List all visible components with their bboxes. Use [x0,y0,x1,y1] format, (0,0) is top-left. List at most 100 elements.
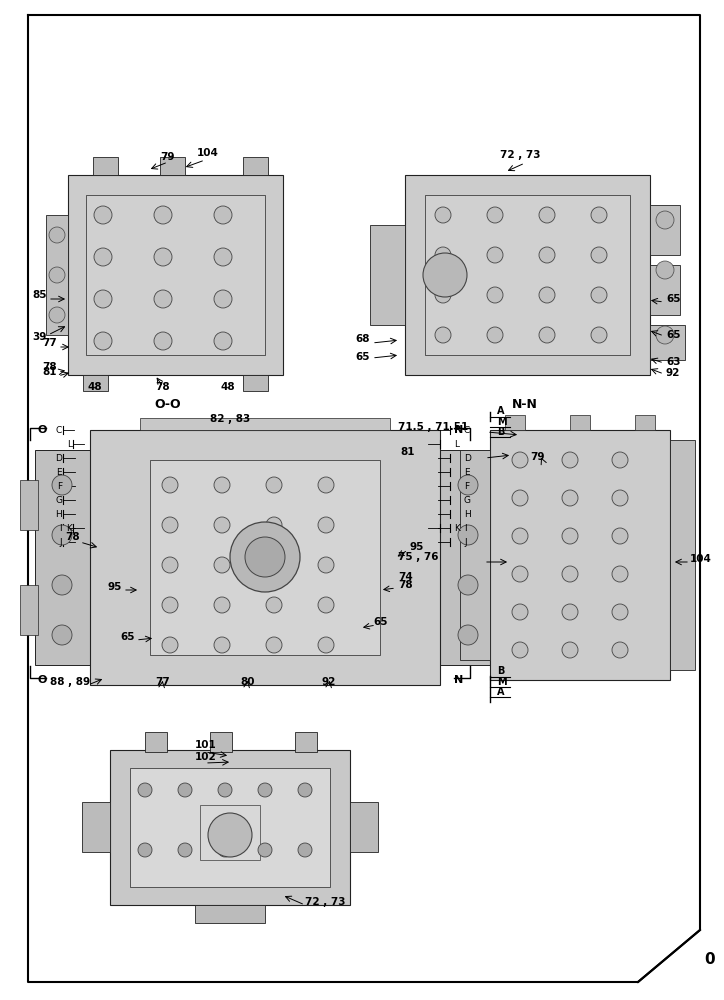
Text: N: N [454,675,463,685]
Circle shape [214,290,232,308]
Text: H: H [55,510,62,519]
Text: 79: 79 [530,452,544,462]
Text: 65: 65 [374,617,388,627]
Text: J: J [59,538,62,547]
Circle shape [435,287,451,303]
Text: 95: 95 [107,582,122,592]
Circle shape [612,452,628,468]
Circle shape [208,813,252,857]
FancyBboxPatch shape [145,732,167,752]
Circle shape [591,287,607,303]
Circle shape [298,843,312,857]
Circle shape [487,327,503,343]
FancyBboxPatch shape [495,585,513,635]
Circle shape [162,477,178,493]
Circle shape [214,206,232,224]
FancyBboxPatch shape [405,175,650,375]
Text: 81: 81 [42,367,56,377]
Text: J: J [464,538,467,547]
Circle shape [94,290,112,308]
Text: 75 , 76: 75 , 76 [398,552,439,562]
Circle shape [298,783,312,797]
Text: B: B [497,666,505,676]
Circle shape [487,247,503,263]
FancyBboxPatch shape [350,802,378,852]
FancyBboxPatch shape [650,265,680,315]
Text: 78: 78 [398,580,413,590]
Circle shape [162,517,178,533]
Text: 102: 102 [195,752,216,762]
Circle shape [318,637,334,653]
Text: D: D [464,454,471,463]
FancyBboxPatch shape [460,450,490,660]
FancyBboxPatch shape [370,225,405,325]
Text: G: G [55,496,62,505]
Circle shape [435,327,451,343]
Circle shape [512,528,528,544]
Circle shape [562,452,578,468]
Circle shape [512,642,528,658]
FancyBboxPatch shape [140,418,390,430]
Circle shape [245,537,285,577]
Circle shape [458,575,478,595]
Text: O: O [38,425,47,435]
Circle shape [539,207,555,223]
Text: 78: 78 [65,532,80,542]
Circle shape [423,253,467,297]
Circle shape [162,637,178,653]
Circle shape [458,525,478,545]
Circle shape [612,566,628,582]
Circle shape [612,604,628,620]
FancyBboxPatch shape [210,732,232,752]
FancyBboxPatch shape [243,157,268,175]
Text: C: C [464,426,471,435]
Text: 92: 92 [322,677,337,687]
Circle shape [539,247,555,263]
Circle shape [178,783,192,797]
FancyBboxPatch shape [635,415,655,430]
Circle shape [218,843,232,857]
Circle shape [656,261,674,279]
Text: F: F [57,482,62,491]
Text: M: M [497,417,507,427]
Text: 39: 39 [32,332,46,342]
Circle shape [562,604,578,620]
Circle shape [52,575,72,595]
Circle shape [612,642,628,658]
FancyBboxPatch shape [83,375,108,391]
Circle shape [214,557,230,573]
Text: 82 , 83: 82 , 83 [210,414,250,424]
FancyBboxPatch shape [670,440,695,670]
FancyBboxPatch shape [650,205,680,255]
Circle shape [94,206,112,224]
FancyBboxPatch shape [68,175,283,375]
Text: E: E [56,468,62,477]
FancyBboxPatch shape [160,157,185,175]
Circle shape [539,327,555,343]
Circle shape [591,327,607,343]
Circle shape [591,247,607,263]
FancyBboxPatch shape [650,325,685,360]
Circle shape [266,557,282,573]
FancyBboxPatch shape [150,460,380,655]
Text: 48: 48 [221,382,235,392]
Circle shape [512,566,528,582]
Circle shape [138,843,152,857]
Text: I: I [464,524,467,533]
Circle shape [162,597,178,613]
Text: 79: 79 [160,152,174,162]
Circle shape [487,287,503,303]
Text: 65: 65 [120,632,135,642]
Circle shape [562,528,578,544]
Text: 101: 101 [195,740,216,750]
Circle shape [162,557,178,573]
Text: C: C [56,426,62,435]
Text: 63: 63 [666,357,681,367]
Circle shape [154,248,172,266]
Circle shape [318,517,334,533]
Circle shape [318,597,334,613]
Text: O: O [38,675,47,685]
Circle shape [562,642,578,658]
FancyBboxPatch shape [110,750,350,905]
FancyBboxPatch shape [35,450,90,665]
